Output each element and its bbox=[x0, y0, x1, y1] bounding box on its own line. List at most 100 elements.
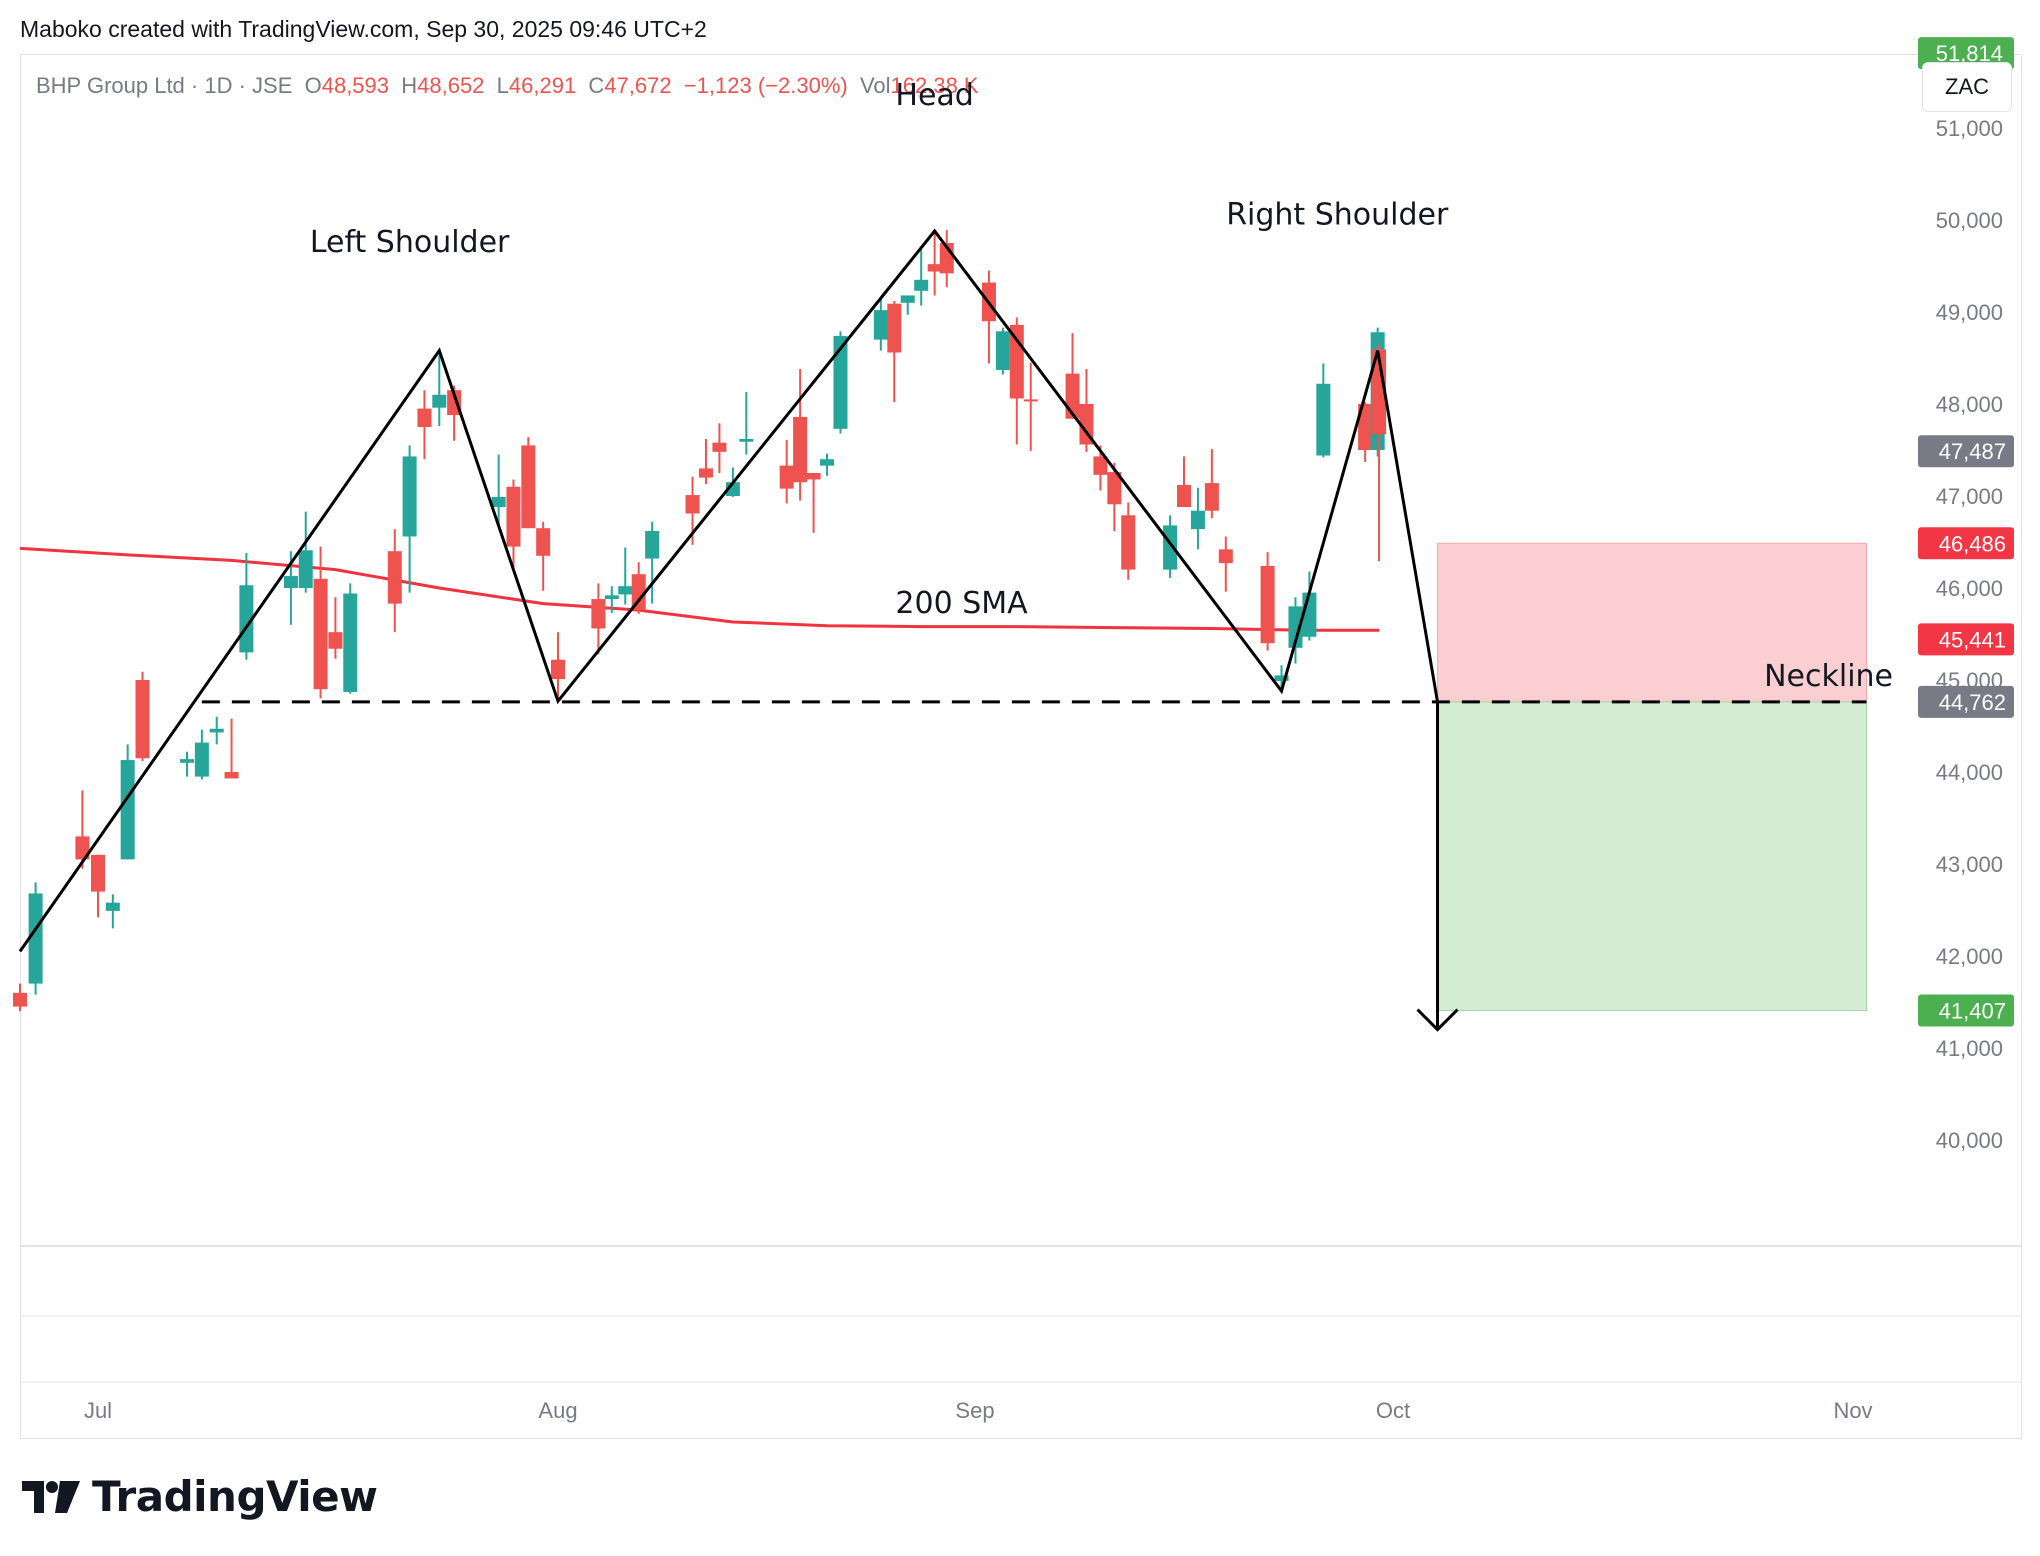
candle[interactable] bbox=[536, 528, 551, 556]
candle[interactable] bbox=[224, 772, 239, 779]
candle[interactable] bbox=[180, 759, 195, 763]
x-axis-label: Nov bbox=[1833, 1398, 1872, 1423]
y-axis-tick-label: 50,000 bbox=[1936, 208, 2003, 233]
price-tag-label: 41,407 bbox=[1939, 999, 2006, 1024]
candle[interactable] bbox=[900, 295, 915, 303]
price-tag-label: 44,762 bbox=[1939, 690, 2006, 715]
tradingview-logo-icon bbox=[22, 1480, 80, 1513]
candle[interactable] bbox=[645, 530, 660, 559]
candle[interactable] bbox=[604, 595, 619, 600]
pattern-annotation: Head bbox=[895, 78, 973, 113]
candle[interactable] bbox=[1190, 510, 1205, 530]
pattern-annotation: 200 SMA bbox=[895, 586, 1028, 621]
x-axis-label: Aug bbox=[538, 1398, 577, 1423]
candle[interactable] bbox=[13, 992, 27, 1007]
y-axis-tick-label: 44,000 bbox=[1936, 760, 2003, 785]
candle[interactable] bbox=[209, 728, 224, 733]
price-tag-top bbox=[1918, 37, 2014, 70]
candle[interactable] bbox=[1274, 675, 1289, 681]
candle[interactable] bbox=[591, 599, 606, 629]
candle[interactable] bbox=[1177, 484, 1191, 508]
candle[interactable] bbox=[1107, 472, 1122, 505]
candle[interactable] bbox=[387, 551, 402, 604]
candle[interactable] bbox=[631, 574, 646, 611]
y-axis-tick-label: 42,000 bbox=[1936, 944, 2003, 969]
candle[interactable] bbox=[779, 465, 794, 489]
candle[interactable] bbox=[432, 394, 447, 408]
price-tag[interactable] bbox=[1918, 685, 2014, 718]
price-tag[interactable] bbox=[1918, 994, 2014, 1027]
candle[interactable] bbox=[820, 459, 835, 466]
candle[interactable] bbox=[135, 680, 150, 759]
candle[interactable] bbox=[1023, 399, 1038, 402]
candle[interactable] bbox=[343, 593, 358, 692]
candle[interactable] bbox=[402, 456, 417, 537]
candle[interactable] bbox=[551, 659, 565, 680]
candle[interactable] bbox=[28, 893, 43, 984]
candle[interactable] bbox=[75, 836, 90, 860]
candle[interactable] bbox=[1260, 565, 1275, 644]
y-axis-tick-label: 47,000 bbox=[1936, 484, 2003, 509]
candle[interactable] bbox=[194, 742, 209, 777]
y-axis-tick-label: 51,000 bbox=[1936, 116, 2003, 141]
candle[interactable] bbox=[91, 854, 105, 892]
candle[interactable] bbox=[1358, 404, 1373, 450]
profit-target-zone[interactable] bbox=[1437, 701, 1867, 1012]
candle[interactable] bbox=[914, 279, 929, 291]
price-tag[interactable] bbox=[1918, 435, 2014, 468]
x-axis-label: Sep bbox=[955, 1398, 994, 1423]
candle[interactable] bbox=[521, 445, 536, 529]
candle[interactable] bbox=[283, 576, 298, 588]
candle[interactable] bbox=[1093, 456, 1108, 475]
candle[interactable] bbox=[685, 495, 700, 514]
y-axis-tick-label: 49,000 bbox=[1936, 300, 2003, 325]
candle[interactable] bbox=[313, 578, 328, 690]
price-tag-label: 46,486 bbox=[1939, 531, 2006, 556]
candle[interactable] bbox=[995, 331, 1010, 370]
y-axis-tick-label: 41,000 bbox=[1936, 1036, 2003, 1061]
sma-200-line[interactable] bbox=[19, 546, 1380, 632]
candle[interactable] bbox=[1218, 549, 1233, 564]
price-tag[interactable] bbox=[1918, 623, 2014, 656]
y-axis-tick-label: 43,000 bbox=[1936, 852, 2003, 877]
candle[interactable] bbox=[739, 438, 754, 442]
ohlc-legend: BHP Group Ltd · 1D · JSE O48,593 H48,652… bbox=[36, 73, 979, 98]
candle[interactable] bbox=[417, 408, 432, 427]
candle[interactable] bbox=[698, 468, 713, 478]
pattern-annotation: Left Shoulder bbox=[310, 225, 510, 260]
candle[interactable] bbox=[1316, 383, 1331, 456]
candle[interactable] bbox=[793, 416, 808, 483]
candle[interactable] bbox=[887, 303, 902, 353]
x-axis-label: Oct bbox=[1376, 1398, 1410, 1423]
candle[interactable] bbox=[1121, 515, 1136, 570]
currency-selector[interactable]: ZAC bbox=[1922, 62, 2012, 112]
neckline-label: Neckline bbox=[1764, 659, 1893, 694]
candle[interactable] bbox=[833, 335, 848, 429]
candle[interactable] bbox=[1079, 404, 1094, 445]
candle[interactable] bbox=[328, 632, 343, 649]
candle[interactable] bbox=[806, 473, 821, 480]
price-tag-label: 47,487 bbox=[1939, 439, 2006, 464]
candle[interactable] bbox=[712, 442, 727, 452]
candle[interactable] bbox=[1288, 606, 1303, 648]
pattern-annotation: Right Shoulder bbox=[1226, 198, 1449, 233]
stop-loss-zone[interactable] bbox=[1437, 542, 1867, 703]
candle[interactable] bbox=[1204, 483, 1219, 511]
price-tag-top-label: 51,814 bbox=[1936, 41, 2003, 66]
candle[interactable] bbox=[105, 902, 120, 911]
chart-attribution: Maboko created with TradingView.com, Sep… bbox=[20, 16, 707, 42]
target-arrow-head bbox=[1416, 1008, 1459, 1032]
candle[interactable] bbox=[120, 760, 135, 860]
candle[interactable] bbox=[618, 586, 633, 595]
candle[interactable] bbox=[491, 496, 506, 508]
candle[interactable] bbox=[239, 585, 254, 653]
candle[interactable] bbox=[873, 310, 888, 340]
candle[interactable] bbox=[298, 550, 313, 588]
y-axis-tick-label: 48,000 bbox=[1936, 392, 2003, 417]
head-and-shoulders-line[interactable] bbox=[18, 228, 1439, 953]
candle[interactable] bbox=[506, 486, 521, 547]
tradingview-logo[interactable]: TradingView bbox=[22, 1472, 378, 1521]
candle[interactable] bbox=[927, 264, 942, 272]
price-tag[interactable] bbox=[1918, 527, 2014, 560]
